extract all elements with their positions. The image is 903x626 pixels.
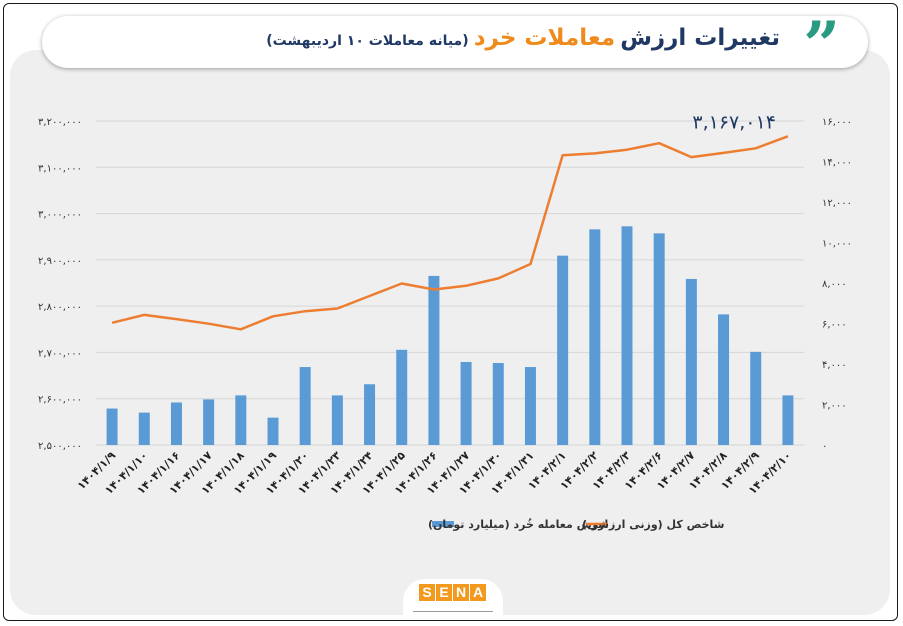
bar <box>524 367 536 445</box>
bar <box>557 255 569 445</box>
y-right-tick-label: ۸,۰۰۰ <box>822 279 847 290</box>
last-value-annotation: ۳,۱۶۷,۰۱۴ <box>692 111 776 133</box>
bar <box>428 275 440 445</box>
y-right-tick-label: ۱۲,۰۰۰ <box>822 198 852 209</box>
bar <box>138 412 150 445</box>
y-right-tick-label: ۱۴,۰۰۰ <box>822 158 852 169</box>
y-left-tick-label: ۲,۸۰۰,۰۰۰ <box>38 302 82 313</box>
logo-letter: N <box>453 584 469 601</box>
bar <box>396 349 408 445</box>
y-left-tick-label: ۲,۵۰۰,۰۰۰ <box>38 441 82 452</box>
y-left-tick-label: ۳,۲۰۰,۰۰۰ <box>38 117 82 128</box>
bar <box>106 408 118 445</box>
y-right-tick-label: ۱۰,۰۰۰ <box>822 239 852 250</box>
title-accent: معاملات خرد <box>473 25 616 51</box>
bar <box>460 361 472 445</box>
bar <box>203 399 215 445</box>
chart-canvas: ۲,۵۰۰,۰۰۰ ۲,۶۰۰,۰۰۰ ۲,۷۰۰,۰۰۰ ۲,۸۰۰,۰۰۰ ۲,۹۰… <box>38 111 852 531</box>
bar <box>331 395 343 445</box>
y-left-tick-label: ۲,۹۰۰,۰۰۰ <box>38 256 82 267</box>
logo-letter: S <box>419 584 435 601</box>
y-right-tick-label: ۰ <box>822 441 827 452</box>
title-sub: (میانه معاملات ۱۰ اردیبهشت) <box>266 33 469 49</box>
title-banner: تغییرات ارزش معاملات خرد (میانه معاملات … <box>42 14 868 78</box>
y-right-tick-label: ۴,۰۰۰ <box>822 360 847 371</box>
quote-mark-icon: ” <box>803 8 840 83</box>
line-series-index <box>111 135 789 331</box>
bar <box>299 367 311 445</box>
bar <box>653 233 665 445</box>
bar <box>750 351 762 445</box>
legend-label-bars: ارزش معامله خُرد (میلیارد تومان) <box>428 518 608 531</box>
bar <box>589 229 601 445</box>
y-left-tick-label: ۳,۰۰۰,۰۰۰ <box>38 210 82 221</box>
y-left-tick-label: ۲,۷۰۰,۰۰۰ <box>38 348 82 359</box>
chart-panel <box>10 50 890 615</box>
chart-title: تغییرات ارزش معاملات خرد (میانه معاملات … <box>266 25 780 51</box>
title-main: تغییرات ارزش <box>620 25 780 51</box>
legend-label-line: شاخص کل (وزنی ارزشی) <box>582 518 724 531</box>
frame: تغییرات ارزش معاملات خرد (میانه معاملات … <box>3 3 898 621</box>
y-right-tick-label: ۶,۰۰۰ <box>822 320 847 331</box>
logo-letter: A <box>470 584 486 601</box>
y-right-tick-label: ۲,۰۰۰ <box>822 401 847 412</box>
y-right-tick-label: ۱۶,۰۰۰ <box>822 117 852 128</box>
bar <box>685 278 697 445</box>
bar <box>364 384 376 445</box>
logo-letter: E <box>436 584 452 601</box>
bar <box>621 226 633 445</box>
bar <box>492 362 504 445</box>
y-left-tick-label: ۳,۱۰۰,۰۰۰ <box>38 163 82 174</box>
bar <box>718 314 730 445</box>
bar <box>170 402 182 445</box>
legend-swatch-bars <box>432 521 454 527</box>
bar <box>782 395 794 445</box>
bar <box>267 417 279 445</box>
bar <box>235 395 247 445</box>
y-left-tick-label: ۲,۶۰۰,۰۰۰ <box>38 395 82 406</box>
